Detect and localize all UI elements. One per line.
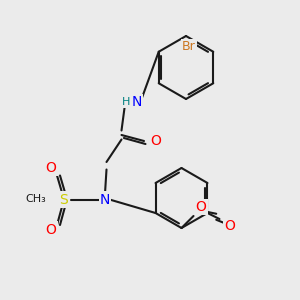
Text: O: O [224, 220, 236, 233]
Text: O: O [196, 200, 206, 214]
Text: N: N [132, 95, 142, 109]
Text: O: O [46, 161, 56, 175]
Text: O: O [46, 223, 56, 236]
Text: N: N [100, 193, 110, 206]
Text: O: O [151, 134, 161, 148]
Text: CH₃: CH₃ [26, 194, 46, 205]
Text: S: S [58, 193, 68, 206]
Text: Br: Br [182, 40, 196, 53]
Text: H: H [122, 97, 130, 107]
